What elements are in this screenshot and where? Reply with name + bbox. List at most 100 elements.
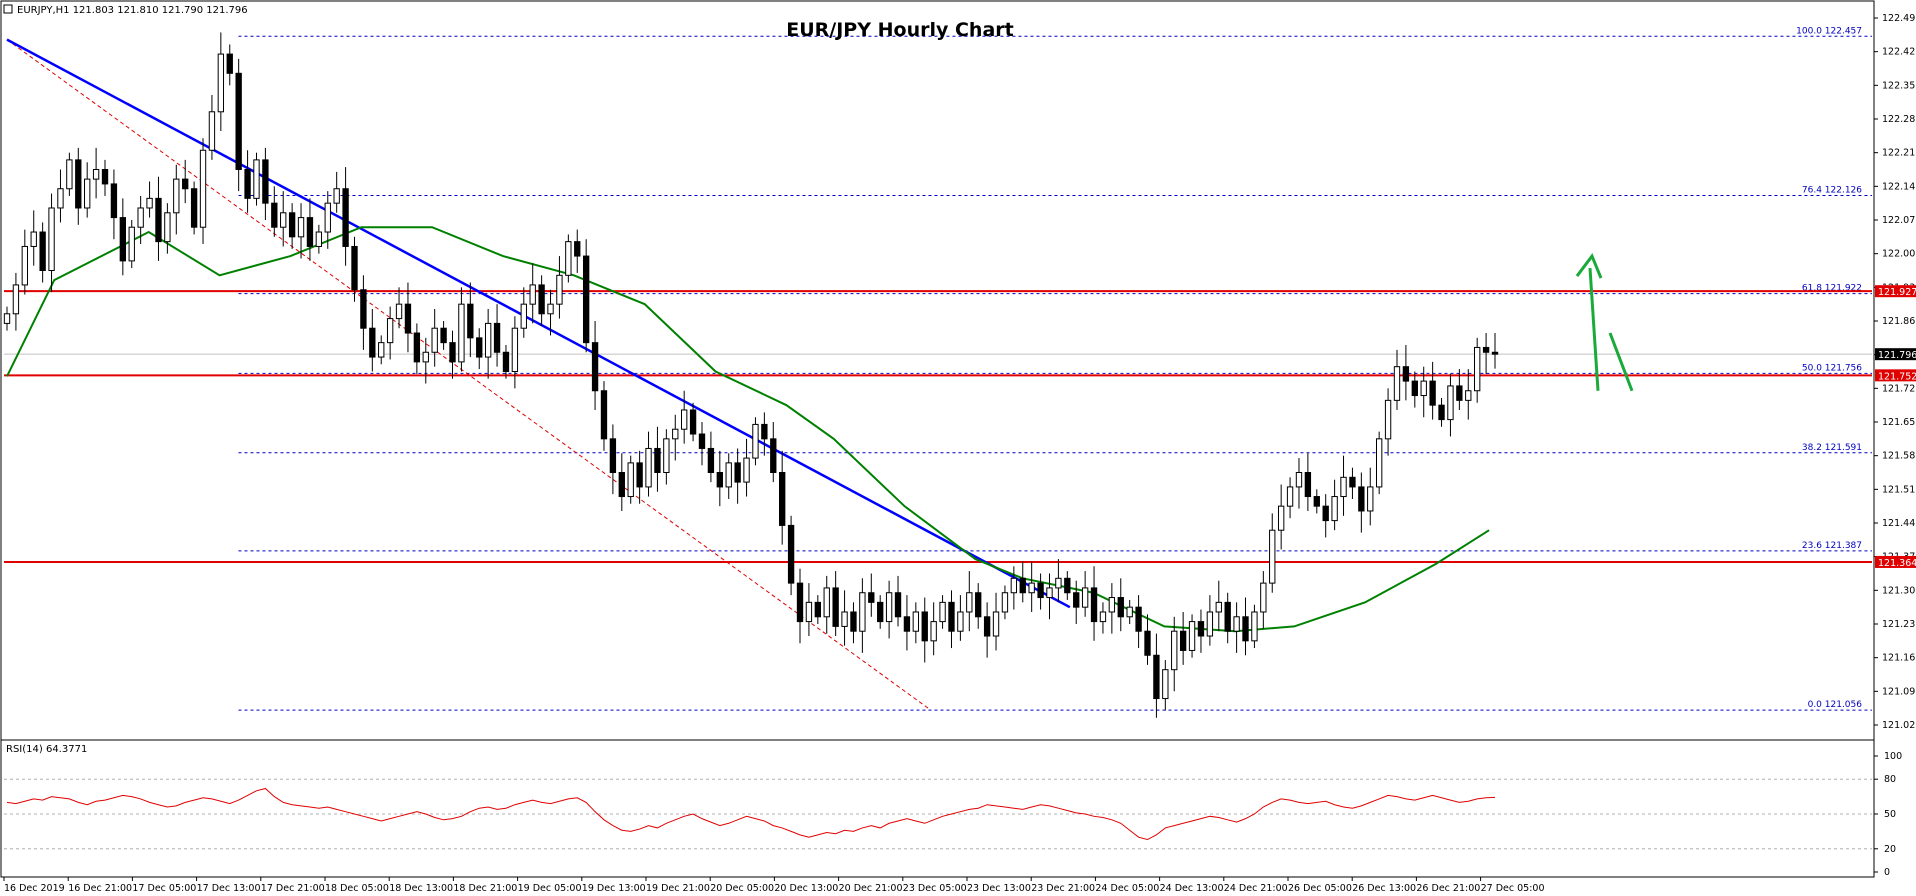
- candle-bear: [110, 183, 118, 219]
- price-tag-label: 121.927: [1878, 287, 1916, 298]
- candle-bear: [1197, 621, 1205, 637]
- candle-bear: [182, 178, 189, 190]
- candle-bull: [1447, 385, 1454, 421]
- candle-bear: [850, 611, 857, 632]
- price-tick-label: 122.145: [1882, 181, 1916, 192]
- candle-bear: [1117, 597, 1124, 618]
- candle-bull: [1474, 346, 1481, 392]
- candle-bull: [1340, 476, 1347, 498]
- rsi-tick-label: 20: [1884, 844, 1896, 855]
- candle-bear: [1037, 582, 1044, 599]
- candle-bull: [841, 611, 848, 627]
- candle-bull: [1028, 582, 1035, 594]
- candle-bull: [422, 351, 429, 363]
- candle-bear: [369, 327, 376, 358]
- fib-label: 23.6 121.387: [1802, 541, 1862, 551]
- candle-bear: [574, 241, 581, 257]
- candle-bear: [698, 433, 706, 449]
- price-tick-label: 121.445: [1882, 518, 1916, 529]
- candle-bull: [1331, 496, 1338, 522]
- candle-bear: [1153, 654, 1160, 700]
- candle-bull: [1295, 472, 1303, 488]
- price-tick-label: 121.725: [1882, 383, 1916, 394]
- candle-bull: [21, 245, 28, 286]
- candle-bear: [1144, 630, 1151, 656]
- candle-bear: [591, 342, 599, 392]
- bearish-trendline: [6, 38, 1071, 609]
- time-tick-label: 23 Dec 05:00: [903, 883, 967, 894]
- candle-bear: [288, 212, 296, 238]
- candle-bear: [1456, 385, 1463, 401]
- candle-bear: [787, 524, 795, 584]
- trendline: [6, 38, 1071, 609]
- candle-bull: [1215, 601, 1222, 613]
- candle-bull: [253, 159, 260, 199]
- candle-bear: [244, 169, 251, 199]
- candle-bear: [707, 447, 715, 474]
- candle-bear: [467, 303, 474, 339]
- time-tick-label: 24 Dec 05:00: [1095, 883, 1159, 894]
- candle-bear: [761, 423, 768, 440]
- candle-bull: [208, 111, 216, 151]
- candle-bull: [1188, 621, 1196, 651]
- rsi-line: [6, 787, 1496, 841]
- time-tick-label: 24 Dec 21:00: [1224, 883, 1288, 894]
- rsi-tick-label: 0: [1884, 867, 1890, 878]
- candle-bear: [1491, 351, 1499, 355]
- candle-bull: [752, 423, 759, 459]
- candlesticks: [3, 32, 1499, 718]
- time-tick-label: 23 Dec 21:00: [1031, 883, 1095, 894]
- candle-bear: [119, 217, 127, 262]
- candle-bull: [324, 202, 331, 233]
- candle-bear: [404, 303, 412, 334]
- rsi-tick-label: 50: [1884, 809, 1896, 820]
- candle-bear: [493, 322, 501, 353]
- candle-bear: [538, 284, 545, 315]
- time-tick-label: 16 Dec 21:00: [68, 883, 132, 894]
- swing-line: [6, 39, 929, 709]
- main-plot-frame: [0, 0, 1875, 741]
- candle-bull: [1367, 486, 1374, 512]
- time-tick-label: 20 Dec 05:00: [710, 883, 774, 894]
- candle-bull: [725, 462, 732, 488]
- price-tick-label: 122.215: [1882, 148, 1916, 159]
- candle-bull: [1375, 438, 1383, 488]
- candle-bull: [1046, 587, 1053, 599]
- candle-bull: [199, 149, 207, 228]
- candle-bear: [1135, 606, 1142, 632]
- candle-bull: [1384, 399, 1392, 440]
- rsi-axis: 100 80 50 20 0: [1874, 751, 1902, 878]
- candle-bear: [796, 582, 804, 623]
- candle-bull: [1206, 611, 1214, 637]
- time-tick-label: 17 Dec 05:00: [132, 883, 196, 894]
- candle-bear: [894, 592, 902, 618]
- price-tick-label: 122.285: [1882, 114, 1916, 125]
- candle-bull: [395, 303, 403, 320]
- candle-bear: [1304, 472, 1312, 498]
- time-tick-label: 27 Dec 05:00: [1481, 883, 1545, 894]
- time-tick-label: 19 Dec 05:00: [518, 883, 582, 894]
- price-tick-label: 121.865: [1882, 316, 1916, 327]
- candle-bear: [716, 472, 723, 488]
- price-tick-label: 121.165: [1882, 653, 1916, 664]
- candle-bull: [128, 226, 135, 262]
- candle-bull: [547, 303, 554, 315]
- rsi-plot-frame: [0, 739, 1875, 878]
- candle-bear: [1411, 380, 1418, 397]
- fib-label: 0.0 121.056: [1808, 700, 1863, 710]
- price-tick-label: 121.655: [1882, 417, 1916, 428]
- price-tick-label: 122.495: [1882, 13, 1916, 24]
- candle-bull: [627, 462, 634, 498]
- candle-bear: [948, 601, 955, 632]
- candle-bull: [520, 303, 527, 329]
- time-tick-label: 19 Dec 13:00: [582, 883, 646, 894]
- candle-bear: [440, 327, 447, 344]
- candle-bull: [164, 212, 171, 243]
- symbol-icon: [3, 4, 13, 14]
- candle-bull: [1099, 611, 1107, 623]
- candle-bear: [351, 245, 358, 291]
- candle-bull: [1010, 577, 1018, 594]
- forecast-arrow-down: [1608, 332, 1634, 392]
- forecast-arrow-up-shaft: [1588, 267, 1600, 391]
